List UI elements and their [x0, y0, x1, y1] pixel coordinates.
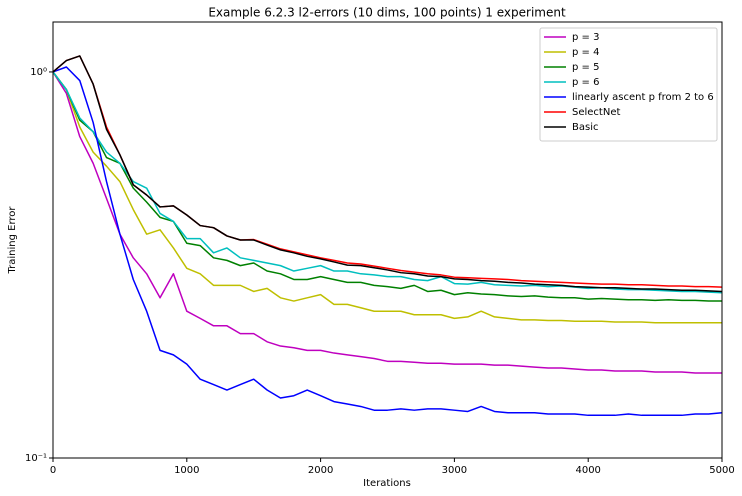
y-tick-label: 10⁻¹: [25, 453, 47, 464]
x-tick-label: 3000: [442, 465, 467, 476]
chart-title: Example 6.2.3 l2-errors (10 dims, 100 po…: [208, 6, 566, 20]
legend-label: p = 6: [572, 77, 599, 88]
legend-label: Basic: [572, 122, 598, 133]
series-line: [52, 71, 723, 294]
legend-box: [539, 27, 718, 142]
legend-label: SelectNet: [572, 107, 620, 118]
series-line: [52, 71, 722, 324]
legend-label: p = 3: [572, 32, 599, 43]
legend-label: linearly ascent p from 2 to 6: [572, 92, 714, 103]
series-line: [52, 71, 722, 374]
legend: p = 3 p = 4 p = 5 p = 6 linearly ascent p fr…: [539, 27, 718, 142]
y-axis-label: Training Error: [7, 206, 18, 275]
x-tick-label: 4000: [575, 465, 600, 476]
plot-frame: [52, 21, 723, 459]
series-line: [52, 66, 723, 417]
plot-lines: [52, 55, 723, 417]
x-tick-label: 1000: [174, 465, 199, 476]
series-line: [52, 71, 722, 302]
series-line: [52, 55, 723, 293]
x-tick-label: 5000: [709, 465, 734, 476]
x-tick-label: 2000: [308, 465, 333, 476]
legend-label: p = 5: [572, 62, 599, 73]
x-axis-label: Iterations: [363, 478, 411, 489]
y-tick-label: 10⁰: [30, 67, 47, 78]
legend-label: p = 4: [572, 47, 599, 58]
x-tick-label: 0: [50, 465, 56, 476]
